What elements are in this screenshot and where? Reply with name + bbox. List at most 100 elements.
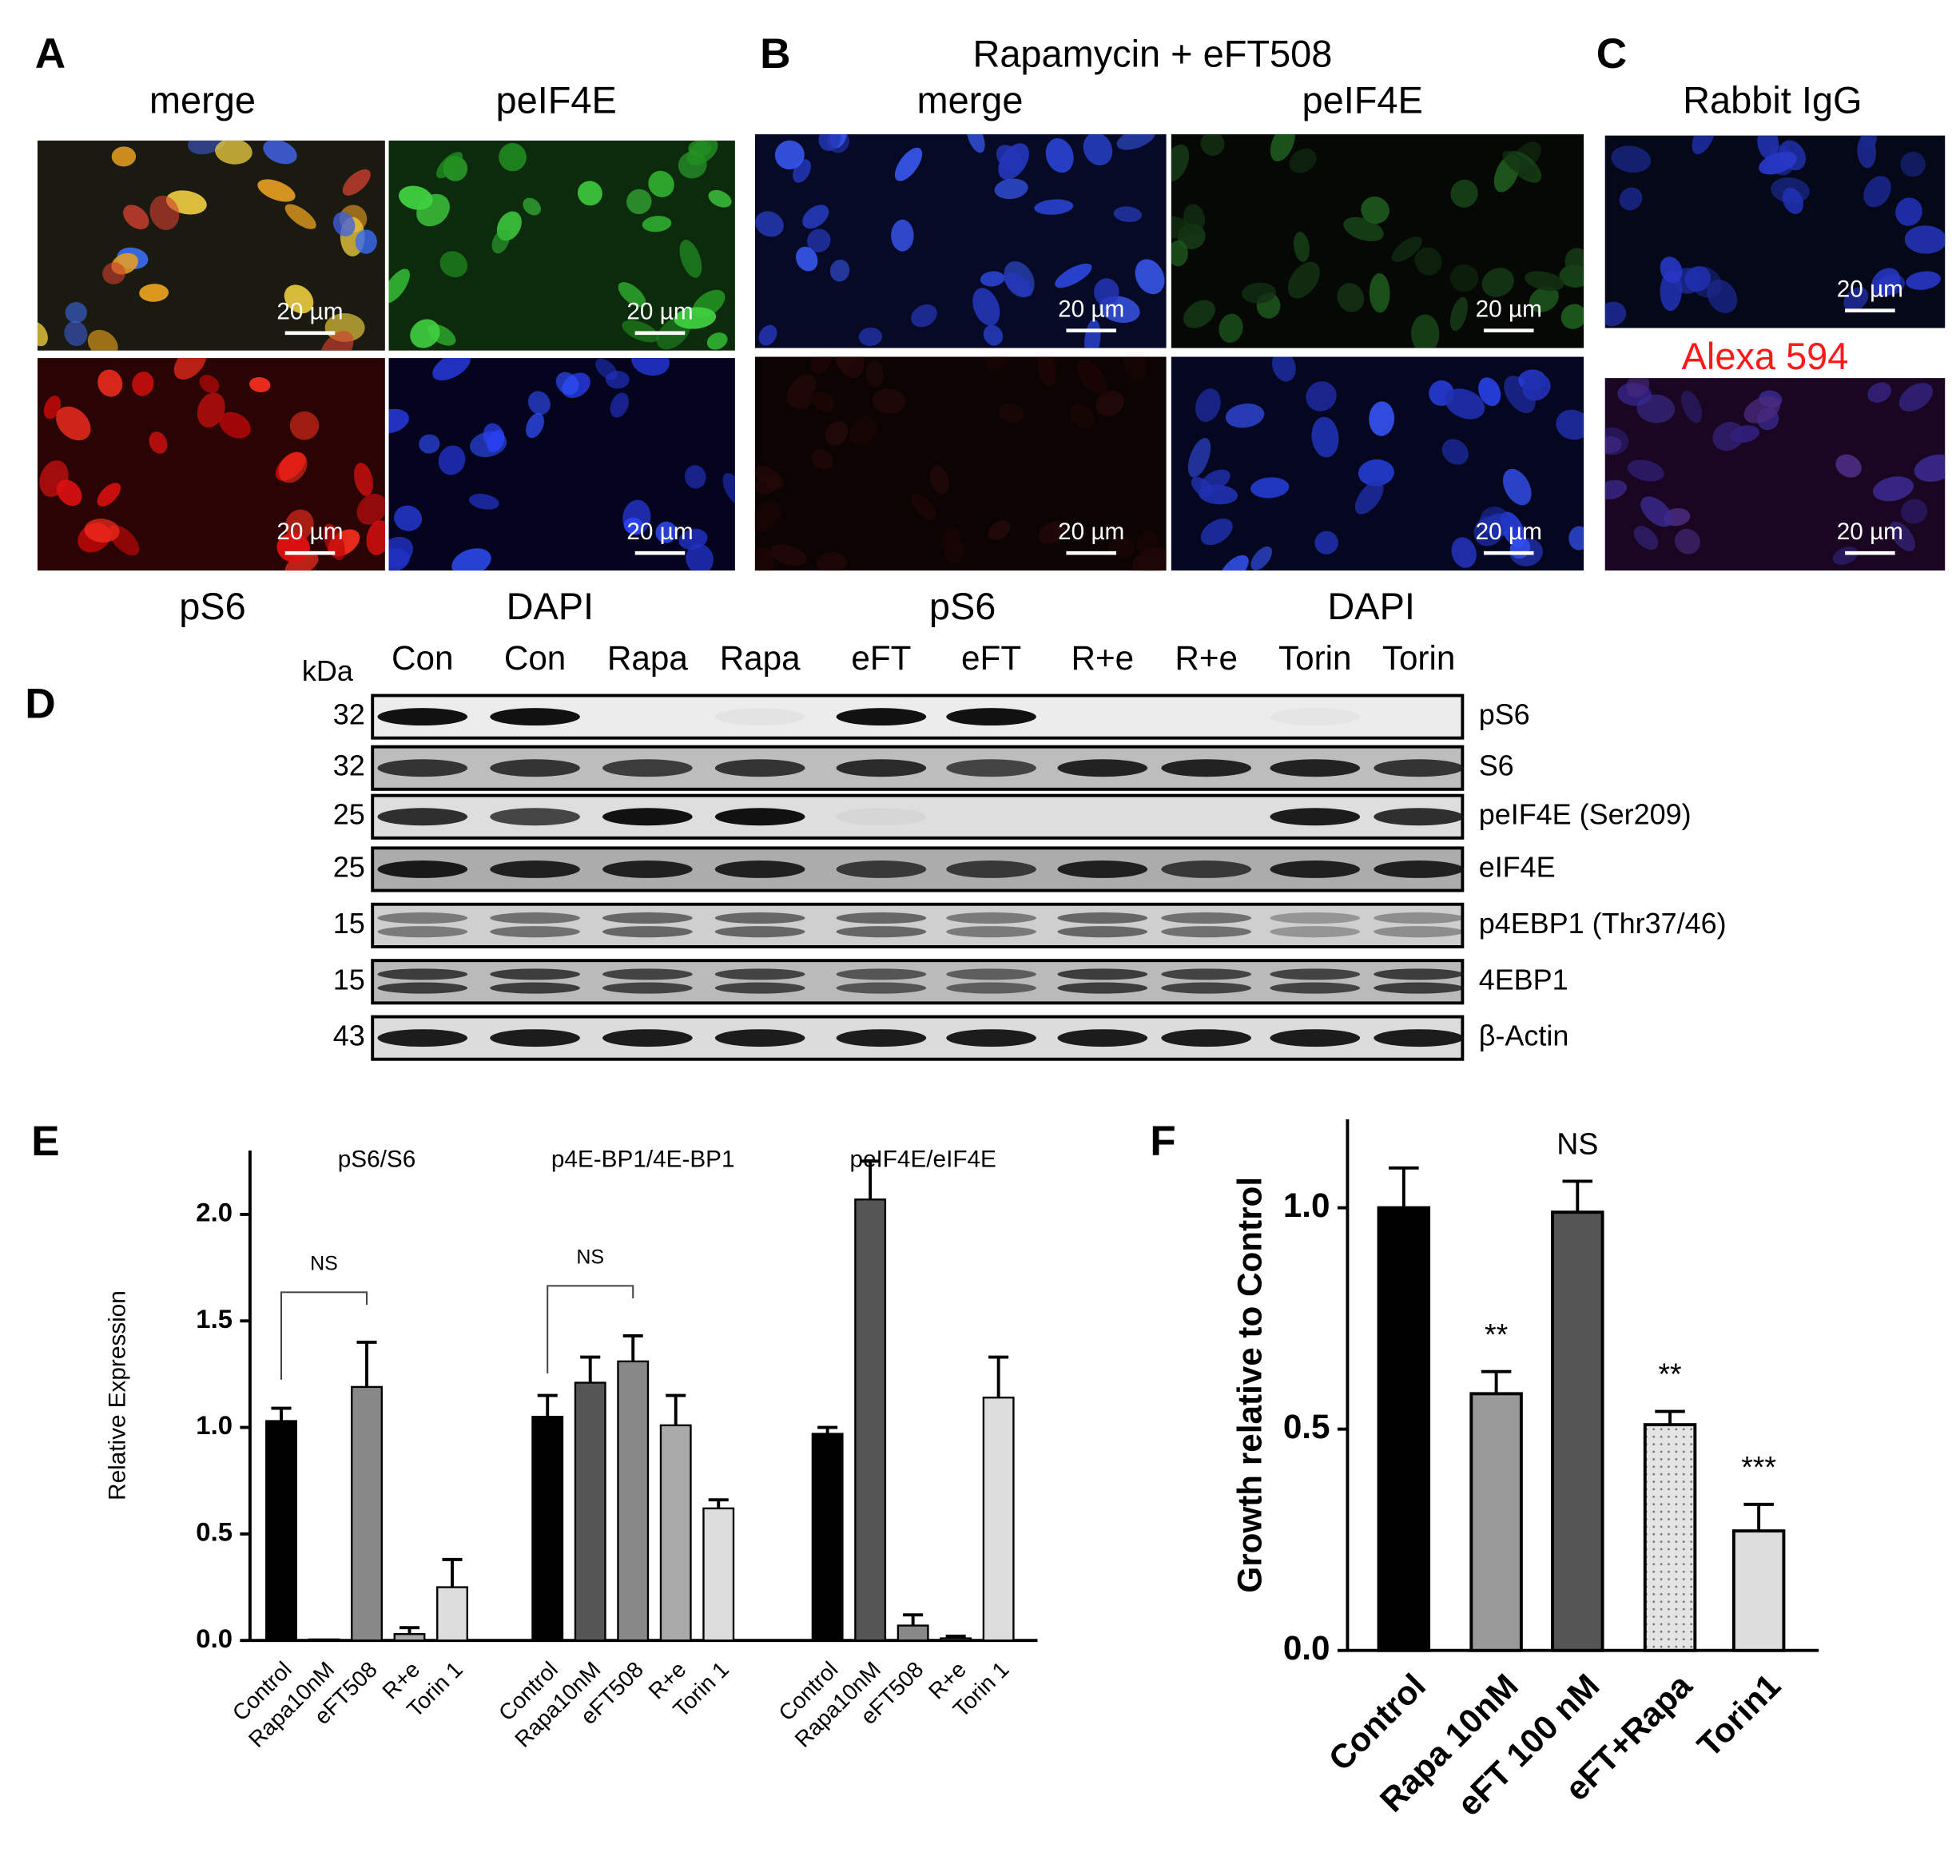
cell — [43, 395, 62, 419]
lane-label: eFT — [961, 639, 1021, 677]
cell — [1451, 537, 1477, 568]
cell — [1414, 247, 1442, 276]
cell — [911, 493, 936, 520]
kda-marker: 25 — [333, 798, 365, 831]
cell — [1872, 476, 1914, 502]
cell — [1529, 286, 1559, 313]
panel-letter: D — [25, 681, 55, 728]
band — [1374, 912, 1464, 924]
band — [1374, 926, 1464, 938]
cell — [1843, 287, 1869, 312]
cell — [1055, 263, 1092, 288]
bar — [897, 1624, 929, 1642]
significance-bracket — [280, 1291, 368, 1380]
error-bar — [537, 1393, 558, 1417]
cell — [284, 204, 316, 229]
band — [377, 708, 468, 726]
band — [1057, 926, 1148, 938]
kda-label: kDa — [302, 654, 353, 687]
cell — [1604, 427, 1629, 455]
cell — [1337, 283, 1365, 312]
band — [490, 1029, 580, 1047]
cell — [825, 421, 849, 446]
scale-bar-label: 20 µm — [1058, 519, 1124, 545]
panel-letter: E — [31, 1118, 59, 1165]
scale-bar-label: 20 µm — [276, 519, 343, 545]
lane-label: R+e — [1175, 639, 1238, 677]
cell — [1077, 360, 1107, 395]
cell — [1660, 256, 1683, 284]
cell — [1906, 271, 1941, 290]
cell — [983, 324, 1004, 346]
error-bar — [1655, 1409, 1685, 1425]
panel-letter: F — [1150, 1118, 1175, 1165]
cell — [1069, 403, 1095, 429]
kda-marker: 15 — [333, 963, 365, 996]
cell — [97, 483, 121, 507]
cell — [816, 551, 847, 571]
cell — [940, 527, 960, 551]
cell — [972, 288, 1000, 326]
cell — [1449, 264, 1479, 292]
image-title: Alexa 594 — [1682, 336, 1849, 377]
band — [377, 808, 468, 826]
cell — [1684, 266, 1712, 292]
group-title: p4E-BP1/4E-BP1 — [551, 1146, 735, 1172]
cell — [1680, 390, 1703, 423]
band — [1057, 982, 1148, 994]
error-bar — [860, 1159, 881, 1200]
cell — [87, 329, 118, 351]
band — [714, 912, 805, 924]
cell — [1314, 531, 1338, 554]
cell — [1857, 135, 1876, 169]
band — [1270, 860, 1361, 878]
cell — [111, 146, 137, 167]
band — [836, 1029, 927, 1047]
significance-label: ** — [1485, 1318, 1509, 1351]
band — [490, 759, 580, 777]
cell — [1863, 176, 1891, 208]
error-bar — [708, 1498, 729, 1508]
bar — [1551, 1210, 1604, 1652]
cell — [787, 381, 813, 410]
cell — [1004, 272, 1033, 297]
bar — [1731, 1529, 1786, 1652]
band — [714, 968, 805, 980]
bar — [531, 1416, 564, 1642]
scale-bar-label: 20 µm — [1476, 296, 1542, 323]
cell — [139, 284, 169, 302]
significance-label: NS — [310, 1253, 338, 1275]
scale-bar-label: 20 µm — [626, 299, 693, 325]
cell — [84, 519, 120, 543]
cell — [65, 301, 87, 324]
cell — [410, 319, 440, 348]
bar — [1643, 1423, 1697, 1652]
band — [377, 860, 468, 878]
cell — [722, 473, 735, 507]
band — [946, 982, 1036, 994]
cell — [355, 229, 377, 254]
image-title: peIF4E — [496, 79, 617, 121]
cell — [818, 134, 841, 151]
panel-letter: C — [1596, 30, 1627, 78]
cell — [1895, 197, 1922, 226]
cell — [149, 431, 168, 454]
cell — [754, 501, 781, 533]
cell — [249, 376, 271, 392]
y-tick-label: 0.0 — [196, 1624, 233, 1653]
cell — [678, 528, 708, 550]
cell — [1560, 304, 1584, 329]
cell — [980, 271, 1005, 287]
bar — [659, 1424, 692, 1642]
band-name: eIF4E — [1479, 850, 1556, 883]
cell — [1306, 381, 1337, 411]
band — [1374, 759, 1464, 777]
cell — [894, 147, 923, 181]
error-bar — [399, 1626, 420, 1635]
band — [1270, 808, 1361, 826]
cell — [149, 195, 180, 230]
cell — [758, 324, 777, 346]
cell — [1219, 554, 1249, 571]
cells — [1604, 378, 1946, 565]
